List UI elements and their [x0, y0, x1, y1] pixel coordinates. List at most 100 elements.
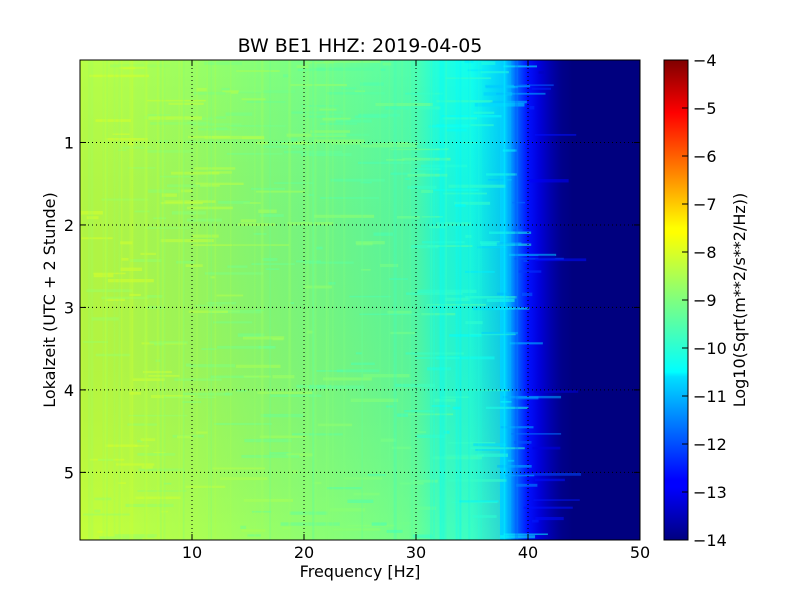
- heatmap-stripe: [212, 467, 265, 470]
- colorbar-tick-label: −14: [693, 531, 727, 550]
- heatmap-stripe: [467, 69, 488, 72]
- heatmap-stripe: [317, 423, 353, 427]
- heatmap-column: [146, 60, 148, 540]
- heatmap-column: [144, 60, 146, 540]
- heatmap-stripe: [86, 289, 133, 293]
- heatmap-stripe: [283, 74, 289, 78]
- heatmap-stripe: [395, 383, 436, 388]
- heatmap-column: [445, 60, 448, 540]
- heatmap-column: [214, 60, 216, 540]
- heatmap-column: [514, 60, 517, 540]
- heatmap-stripe: [490, 100, 527, 104]
- heatmap-stripe: [297, 68, 328, 72]
- heatmap-stripe: [201, 348, 217, 351]
- heatmap-stripe: [148, 189, 181, 193]
- heatmap-stripe: [183, 392, 232, 396]
- heatmap-stripe: [320, 197, 380, 199]
- colorbar-label: Log10(Sqrt(m**2/s**2/Hz)): [730, 193, 749, 408]
- heatmap-stripe: [244, 438, 292, 443]
- heatmap-stripe: [214, 422, 272, 426]
- heatmap-stripe: [187, 121, 210, 124]
- heatmap-stripe: [291, 111, 345, 114]
- heatmap-stripe: [312, 481, 322, 485]
- heatmap-stripe: [304, 261, 354, 264]
- heatmap-stripe: [282, 526, 291, 530]
- heatmap-stripe: [149, 341, 188, 344]
- heatmap-stripe: [99, 536, 155, 538]
- heatmap-stripe: [360, 269, 371, 271]
- heatmap-stripe: [436, 222, 472, 226]
- heatmap-stripe: [150, 122, 197, 125]
- heatmap-stripe: [304, 285, 332, 289]
- heatmap-stripe: [155, 359, 161, 362]
- heatmap-column: [439, 60, 442, 540]
- heatmap-stripe: [497, 464, 532, 468]
- heatmap-stripe: [400, 521, 411, 525]
- heatmap-stripe: [134, 210, 150, 213]
- heatmap-stripe: [445, 297, 470, 302]
- x-axis-ticks: 10 20 30 40 50: [182, 60, 650, 562]
- heatmap-stripe: [449, 334, 482, 337]
- heatmap-stripe: [296, 65, 309, 69]
- heatmap-stripe: [367, 473, 386, 476]
- heatmap-stripe: [251, 510, 272, 513]
- heatmap-stripe: [384, 106, 441, 110]
- heatmap-stripe: [160, 510, 169, 513]
- heatmap-stripe: [390, 148, 448, 151]
- x-tick-label: 50: [630, 543, 650, 562]
- heatmap-stripe: [116, 463, 155, 466]
- heatmap-stripe: [436, 100, 493, 103]
- heatmap-stripe: [182, 401, 202, 403]
- heatmap-stripe: [216, 294, 244, 297]
- heatmap-stripe: [509, 342, 543, 345]
- heatmap-stripe: [360, 82, 384, 86]
- heatmap-stripe: [258, 209, 277, 213]
- heatmap-stripe: [137, 439, 143, 443]
- heatmap-column: [394, 60, 397, 540]
- x-tick-label: 30: [406, 543, 426, 562]
- heatmap-stripe: [512, 201, 526, 204]
- heatmap-stripe: [138, 468, 184, 472]
- heatmap-column: [87, 60, 90, 540]
- heatmap-stripe: [427, 367, 451, 371]
- heatmap-stripe: [431, 305, 463, 308]
- heatmap-stripe: [465, 270, 495, 273]
- heatmap-column: [215, 60, 217, 540]
- heatmap-stripe: [465, 321, 483, 325]
- heatmap-stripe: [538, 255, 556, 259]
- heatmap-stripe: [502, 395, 562, 399]
- heatmap-stripe: [86, 216, 99, 220]
- heatmap-column: [325, 60, 328, 540]
- heatmap-stripe: [518, 270, 542, 273]
- heatmap-stripe: [290, 84, 347, 87]
- heatmap-stripe: [186, 218, 222, 222]
- heatmap-stripe: [507, 459, 515, 462]
- heatmap-stripe: [444, 430, 450, 434]
- heatmap-stripe: [193, 91, 226, 95]
- heatmap-stripe: [192, 123, 242, 126]
- heatmap-stripe: [406, 292, 463, 295]
- y-axis-ticks: 1 2 3 4 5: [64, 133, 640, 482]
- heatmap-stripe: [272, 337, 284, 341]
- heatmap-stripe: [121, 146, 152, 149]
- heatmap-column: [442, 60, 445, 540]
- heatmap-stripe: [236, 389, 247, 392]
- chart-title: BW BE1 HHZ: 2019-04-05: [238, 35, 483, 57]
- heatmap-stripe: [237, 333, 265, 337]
- heatmap-column: [444, 60, 448, 540]
- heatmap-stripe: [529, 179, 569, 183]
- y-axis-label: Lokalzeit (UTC + 2 Stunde): [40, 192, 59, 407]
- heatmap-column: [120, 60, 123, 540]
- heatmap-stripe: [534, 390, 579, 393]
- heatmap-column: [260, 60, 263, 540]
- heatmap-stripe: [145, 305, 164, 310]
- heatmap-stripe: [105, 444, 138, 447]
- heatmap-column: [178, 60, 181, 540]
- heatmap-stripe: [415, 356, 460, 359]
- heatmap-stripe: [97, 530, 104, 533]
- heatmap-column: [361, 60, 364, 540]
- heatmap-stripe: [436, 124, 471, 128]
- colorbar: −4 −5 −6 −7 −8 −9 −10 −11 −12 −13 −14 Log10(Sqrt(m…: [663, 51, 749, 550]
- grid-lines: [80, 60, 640, 540]
- heatmap-column: [161, 60, 164, 540]
